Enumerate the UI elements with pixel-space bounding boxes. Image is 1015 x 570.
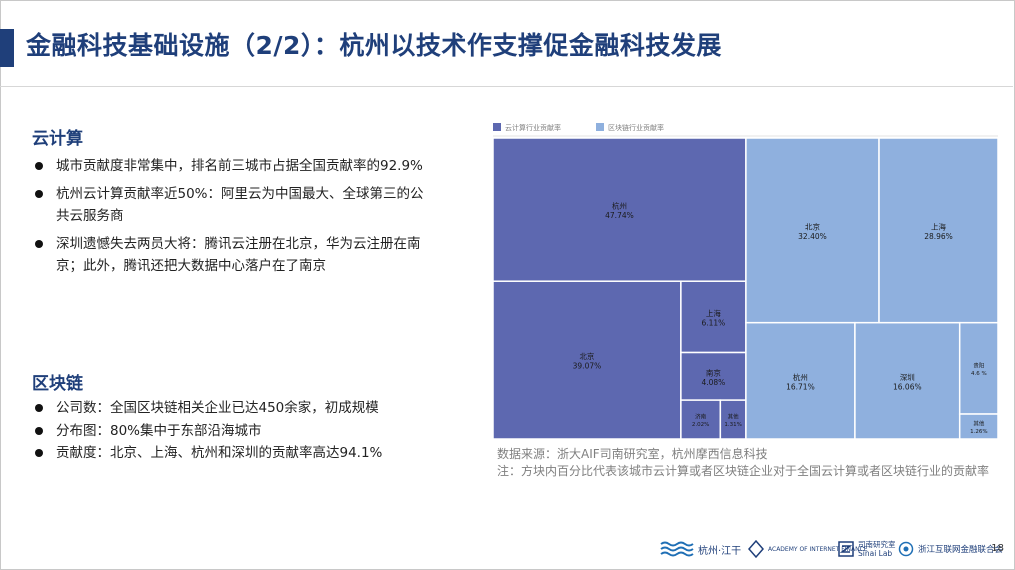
bullet-text: 杭州云计算贡献率近50%：阿里云为中国最大、全球第三的公共云服务商 (56, 185, 424, 225)
cloud-heading: 云计算 (32, 129, 83, 149)
footer: 杭州·江干 ACADEMY OF INTERNET FINANCE 司南研究室 … (0, 532, 1015, 566)
sinai-icon (838, 541, 854, 557)
zhejiang-internet-finance-association-logo: 浙江互联网金融联合会 (898, 536, 1003, 562)
logo-text: ACADEMY OF INTERNET FINANCE (768, 545, 868, 553)
logo-text: 杭州·江干 (698, 545, 742, 557)
bullet-dot (35, 162, 43, 170)
title-accent-bar (0, 29, 14, 67)
list-item: 深圳遗憾失去两员大将：腾讯云注册在北京，华为云注册在南京；此外，腾讯还把大数据中… (32, 233, 432, 278)
bullet-text: 贡献度：北京、上海、杭州和深圳的贡献率高达94.1% (56, 445, 383, 461)
bullet-dot (35, 404, 43, 412)
bullet-text: 分布图：80%集中于东部沿海城市 (56, 422, 262, 439)
data-source-note: 数据来源：浙大AIF司南研究室，杭州摩西信息科技 (497, 447, 768, 461)
title-divider (0, 86, 1013, 87)
logo-text: 浙江互联网金融联合会 (918, 545, 1004, 555)
emblem-icon (748, 540, 764, 558)
bullet-dot (35, 189, 43, 198)
sinai-lab-logo: 司南研究室 Sinai Lab (838, 536, 902, 562)
list-item: 分布图：80%集中于东部沿海城市 (32, 420, 432, 443)
list-item: 公司数：全国区块链相关企业已达450余家，初成规模 (32, 397, 432, 420)
list-item: 贡献度：北京、上海、杭州和深圳的贡献率高达94.1% (32, 442, 432, 465)
bullet-dot (35, 426, 43, 435)
bullet-text: 公司数：全国区块链相关企业已达450余家，初成规模 (56, 400, 379, 416)
bullet-text: 深圳遗憾失去两员大将：腾讯云注册在北京，华为云注册在南京；此外，腾讯还把大数据中… (56, 235, 421, 275)
blockchain-bullet-list: 公司数：全国区块链相关企业已达450余家，初成规模 分布图：80%集中于东部沿海… (32, 397, 432, 465)
zju-aif-logo: ACADEMY OF INTERNET FINANCE (748, 536, 868, 562)
slide-title: 金融科技基础设施（2/2）：杭州以技术作支撑促金融科技发展 (26, 31, 722, 60)
list-item: 杭州云计算贡献率近50%：阿里云为中国最大、全球第三的公共云服务商 (32, 183, 432, 228)
chart-notes: 数据来源：浙大AIF司南研究室，杭州摩西信息科技 注：方块内百分比代表该城市云计… (497, 446, 989, 480)
percentage-note: 注：方块内百分比代表该城市云计算或者区块链企业对于全国云计算或者区块链行业的贡献… (497, 464, 990, 478)
circle-emblem-icon (898, 541, 914, 557)
blockchain-heading: 区块链 (32, 374, 83, 394)
logo-text: 司南研究室 Sinai Lab (858, 540, 896, 558)
wave-icon (660, 541, 694, 557)
cloud-bullet-list: 城市贡献度非常集中，排名前三城市占据全国贡献率的92.9% 杭州云计算贡献率近5… (32, 155, 432, 283)
page-number: 18 (991, 543, 1004, 554)
hangzhou-jianggan-logo: 杭州·江干 (660, 536, 741, 562)
list-item: 城市贡献度非常集中，排名前三城市占据全国贡献率的92.9% (32, 155, 432, 178)
bullet-dot (35, 239, 43, 248)
bullet-dot (35, 449, 43, 457)
bullet-text: 城市贡献度非常集中，排名前三城市占据全国贡献率的92.9% (56, 158, 423, 174)
